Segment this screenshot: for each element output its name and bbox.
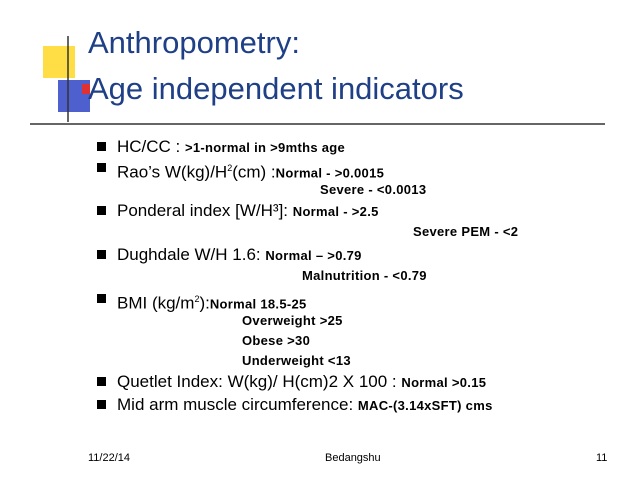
bullet-detail: Normal - >2.5 <box>292 204 379 219</box>
bullet-detail: Overweight >25 <box>242 313 343 328</box>
bullet-detail: Severe PEM - <2 <box>413 224 519 239</box>
bullet-detail: >1-normal in >9mths age <box>185 140 346 155</box>
bullet-detail: Normal – >0.79 <box>265 248 362 263</box>
superscript: 2 <box>194 294 200 304</box>
bullet-icon <box>97 250 106 259</box>
bullet-text: Rao’s W(kg)/H <box>117 162 228 182</box>
bullet: BMI (kg/m2):Normal 18.5-25 <box>117 289 307 315</box>
bullet: Ponderal index [W/H³]: Normal - >2.5 <box>117 201 379 222</box>
bullet-text: HC/CC : <box>117 137 185 156</box>
bullet: Dughdale W/H 1.6: Normal – >0.79 <box>117 245 362 266</box>
footer-date: 11/22/14 <box>88 452 131 464</box>
bullet-icon <box>97 400 106 409</box>
bullet-text: Ponderal index [W/H³]: <box>117 201 293 220</box>
bullet-detail: MAC-(3.14xSFT) cms <box>357 398 493 413</box>
bullet-icon <box>97 377 106 386</box>
footer-author: Bedangshu <box>325 452 381 464</box>
bullet-text: Dughdale W/H 1.6: <box>117 245 266 264</box>
bullet-detail: Severe - <0.0013 <box>320 182 427 197</box>
bullet-text: BMI (kg/m <box>117 293 195 313</box>
bullet: HC/CC : >1-normal in >9mths age <box>117 137 345 158</box>
bullet-detail: Underweight <13 <box>242 353 351 368</box>
title-line: Age independent indicators <box>88 71 464 106</box>
superscript: 2 <box>227 163 233 173</box>
bullet-text: (cm) : <box>232 162 276 182</box>
bullet-icon <box>97 142 106 151</box>
bullet-icon <box>97 163 106 172</box>
bullet-text: Quetlet Index: W(kg)/ H(cm)2 X 100 : <box>117 372 402 391</box>
bullet-detail: Normal >0.15 <box>401 375 487 390</box>
bullet-detail: Obese >30 <box>242 333 311 348</box>
bullet: Rao’s W(kg)/H2(cm) :Normal - >0.0015 <box>117 158 384 184</box>
bullet: Quetlet Index: W(kg)/ H(cm)2 X 100 : Nor… <box>117 372 486 393</box>
bullet-detail: Normal 18.5-25 <box>209 296 307 312</box>
bullet-text: Mid arm muscle circumference: <box>117 395 358 414</box>
bullet-detail: Normal - >0.0015 <box>275 165 385 181</box>
title-line: Anthropometry: <box>88 25 300 60</box>
bullet-icon <box>97 206 106 215</box>
footer-page: 11 <box>596 452 608 464</box>
bullet-icon <box>97 294 106 303</box>
bullet-text: ): <box>199 293 210 313</box>
bullet-detail: Malnutrition - <0.79 <box>302 268 427 283</box>
bullet: Mid arm muscle circumference: MAC-(3.14x… <box>117 395 493 416</box>
